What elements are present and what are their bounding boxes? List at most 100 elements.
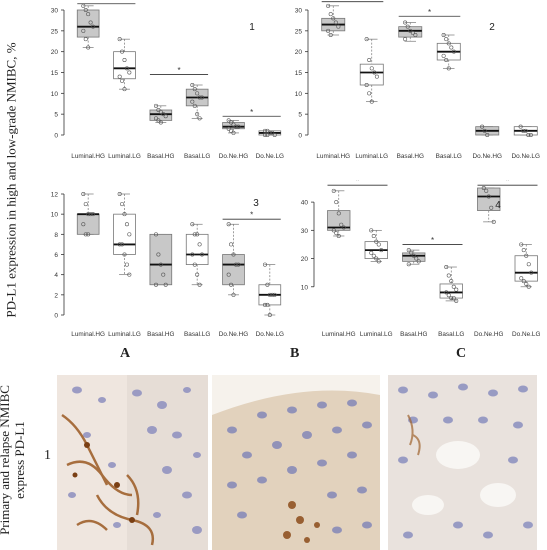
data-point bbox=[229, 120, 234, 125]
box-body bbox=[514, 255, 538, 282]
box-do-ne-hg bbox=[475, 124, 500, 138]
data-point bbox=[328, 12, 333, 17]
data-point bbox=[231, 130, 236, 135]
data-point bbox=[454, 298, 459, 303]
data-point bbox=[489, 205, 494, 210]
box-do-ne-hg bbox=[222, 222, 245, 297]
data-point bbox=[127, 70, 132, 75]
data-point bbox=[195, 91, 200, 96]
data-point bbox=[153, 282, 158, 287]
data-point bbox=[333, 20, 338, 25]
data-point bbox=[267, 292, 272, 297]
significance-star: * bbox=[351, 0, 354, 2]
y-tick-label: 30 bbox=[301, 228, 309, 235]
data-point bbox=[519, 276, 524, 281]
box-luminal-hg bbox=[327, 188, 351, 238]
box-body bbox=[113, 213, 136, 255]
data-point bbox=[200, 95, 205, 100]
y-tick-label: 10 bbox=[295, 91, 303, 98]
data-point bbox=[339, 222, 344, 227]
data-point bbox=[374, 74, 379, 79]
x-tick-label: Basal.LG bbox=[184, 331, 210, 338]
y-axis-label-text: PD-L1 expression in high and low-grade N… bbox=[4, 42, 20, 318]
box-do-ne-hg bbox=[222, 118, 245, 135]
micrograph-a bbox=[57, 375, 208, 550]
x-tick-label: Luminal.HG bbox=[322, 331, 356, 338]
data-point bbox=[449, 45, 454, 50]
data-point bbox=[376, 259, 381, 264]
data-point bbox=[480, 124, 485, 129]
data-point bbox=[265, 133, 270, 138]
box-body bbox=[113, 51, 136, 80]
x-tick-label: Luminal.LG bbox=[108, 153, 141, 160]
data-point bbox=[86, 232, 91, 237]
data-point bbox=[526, 262, 531, 267]
data-point bbox=[267, 313, 272, 318]
y-tick-label: 12 bbox=[51, 192, 59, 199]
box-luminal-lg bbox=[364, 228, 388, 264]
box-luminal-hg bbox=[321, 3, 346, 37]
x-tick-label: Basal.HG bbox=[147, 331, 174, 338]
data-point bbox=[451, 49, 456, 54]
data-point bbox=[270, 130, 275, 135]
y-tick-label: 0 bbox=[298, 133, 302, 140]
box-do-ne-lg bbox=[514, 242, 538, 289]
data-point bbox=[446, 273, 451, 278]
data-point bbox=[120, 49, 125, 54]
data-point bbox=[192, 232, 197, 237]
data-point bbox=[197, 95, 202, 100]
data-point bbox=[523, 128, 528, 133]
data-point bbox=[163, 282, 168, 287]
data-point bbox=[528, 133, 533, 138]
data-point bbox=[153, 232, 158, 237]
significance-star: * bbox=[250, 108, 253, 117]
data-point bbox=[231, 292, 236, 297]
y-tick-label: 6 bbox=[54, 252, 58, 259]
box-basal-hg bbox=[398, 20, 423, 42]
box-basal-hg bbox=[149, 103, 173, 125]
x-tick-label: Do.Ne.LG bbox=[256, 153, 284, 160]
x-tick-label: Luminal.HG bbox=[71, 153, 105, 160]
data-point bbox=[367, 57, 372, 62]
data-point bbox=[334, 231, 339, 236]
data-point bbox=[413, 32, 418, 37]
data-point bbox=[444, 265, 449, 270]
data-point bbox=[156, 118, 161, 123]
panel-number: 3 bbox=[253, 198, 259, 209]
data-point bbox=[334, 200, 339, 205]
micrograph-row-label-line-1: Primary and relapse NMIBC bbox=[0, 384, 12, 535]
x-tick-label: Do.Ne.LG bbox=[512, 331, 540, 338]
y-tick-label: 40 bbox=[301, 200, 309, 207]
box-do-ne-lg bbox=[513, 124, 538, 138]
box-luminal-lg bbox=[113, 37, 136, 92]
data-point bbox=[408, 28, 413, 33]
data-point bbox=[122, 87, 127, 92]
data-point bbox=[405, 24, 410, 29]
significance-star: * bbox=[250, 211, 253, 220]
x-tick-label: Do.Ne.HG bbox=[219, 331, 249, 338]
box-body bbox=[149, 109, 173, 121]
box-body bbox=[222, 254, 245, 286]
data-point bbox=[117, 242, 122, 247]
data-point bbox=[192, 103, 197, 108]
box-body bbox=[222, 122, 245, 130]
data-point bbox=[231, 252, 236, 257]
y-tick-label: 25 bbox=[295, 28, 303, 35]
data-point bbox=[374, 256, 379, 261]
data-point bbox=[482, 128, 487, 133]
significance-star: * bbox=[506, 180, 509, 186]
data-point bbox=[364, 37, 369, 42]
data-point bbox=[481, 186, 486, 191]
boxplot-panel-2: 0 5 10 15 20 25 30 Luminal.HG Luminal.LG Basal.HG… bbox=[295, 0, 540, 160]
x-tick-label: Basal.LG bbox=[438, 331, 464, 338]
box-do-ne-lg bbox=[258, 128, 282, 138]
data-point bbox=[226, 272, 231, 277]
significance-star: * bbox=[356, 180, 359, 186]
y-tick-label: 20 bbox=[295, 49, 303, 56]
box-body bbox=[398, 26, 423, 38]
data-point bbox=[229, 128, 234, 133]
data-point bbox=[83, 37, 88, 42]
boxplot-panel-1: 0 5 10 15 20 25 30 Luminal.HG Luminal.LG Basal.HG… bbox=[51, 0, 284, 160]
box-basal-lg bbox=[439, 265, 463, 303]
data-point bbox=[262, 302, 267, 307]
